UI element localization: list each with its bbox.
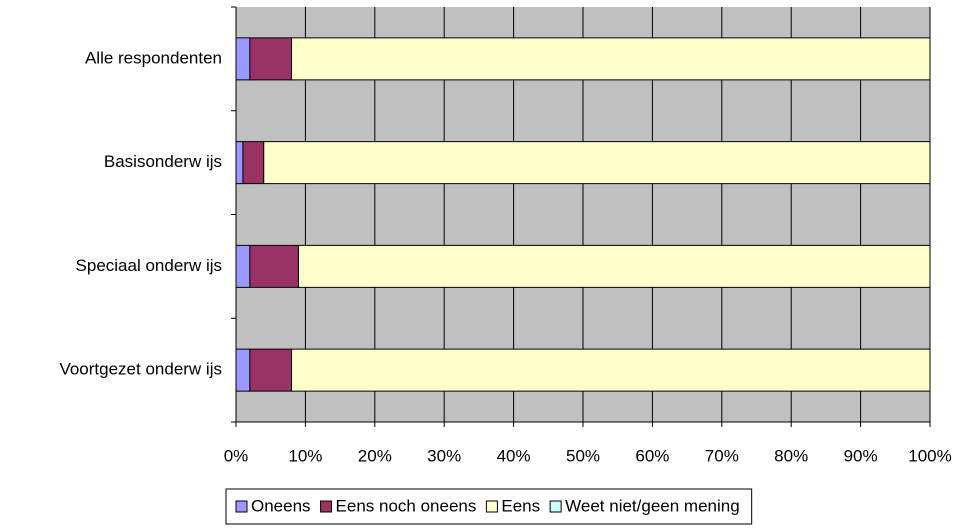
legend-label: Eens <box>501 496 540 515</box>
bar-segment <box>263 141 931 185</box>
legend-swatch <box>235 500 248 513</box>
x-tick-label: 40% <box>497 446 531 465</box>
bar-segment <box>249 348 293 392</box>
bar-segment <box>235 244 251 288</box>
y-tick-label: Voortgezet onderw ijs <box>59 360 222 379</box>
legend-label: Weet niet/geen mening <box>565 496 740 515</box>
legend-label: Eens noch oneens <box>336 496 477 515</box>
bar-segment <box>291 348 931 392</box>
x-tick-label: 80% <box>774 446 808 465</box>
legend-swatch <box>320 500 333 513</box>
bar-segment <box>291 37 931 81</box>
legend-swatch <box>485 500 498 513</box>
x-tick-label: 100% <box>908 446 951 465</box>
x-tick-label: 10% <box>288 446 322 465</box>
bar-segment <box>249 37 293 81</box>
legend-swatch <box>549 500 562 513</box>
bar-segment <box>235 348 251 392</box>
bar-segment <box>242 141 265 185</box>
y-tick-label: Speciaal onderw ijs <box>76 256 222 275</box>
bar-segment <box>235 37 251 81</box>
x-tick-label: 50% <box>566 446 600 465</box>
x-tick-label: 60% <box>635 446 669 465</box>
bar-segment <box>235 141 244 185</box>
x-tick-label: 0% <box>224 446 249 465</box>
bar-segment <box>249 244 299 288</box>
y-tick-label: Alle respondenten <box>85 48 222 67</box>
bar-segment <box>297 244 931 288</box>
x-tick-label: 90% <box>844 446 878 465</box>
x-tick-label: 30% <box>427 446 461 465</box>
x-tick-label: 20% <box>358 446 392 465</box>
legend-label: Oneens <box>251 496 311 515</box>
y-tick-label: Basisonderw ijs <box>104 152 222 171</box>
x-tick-label: 70% <box>705 446 739 465</box>
